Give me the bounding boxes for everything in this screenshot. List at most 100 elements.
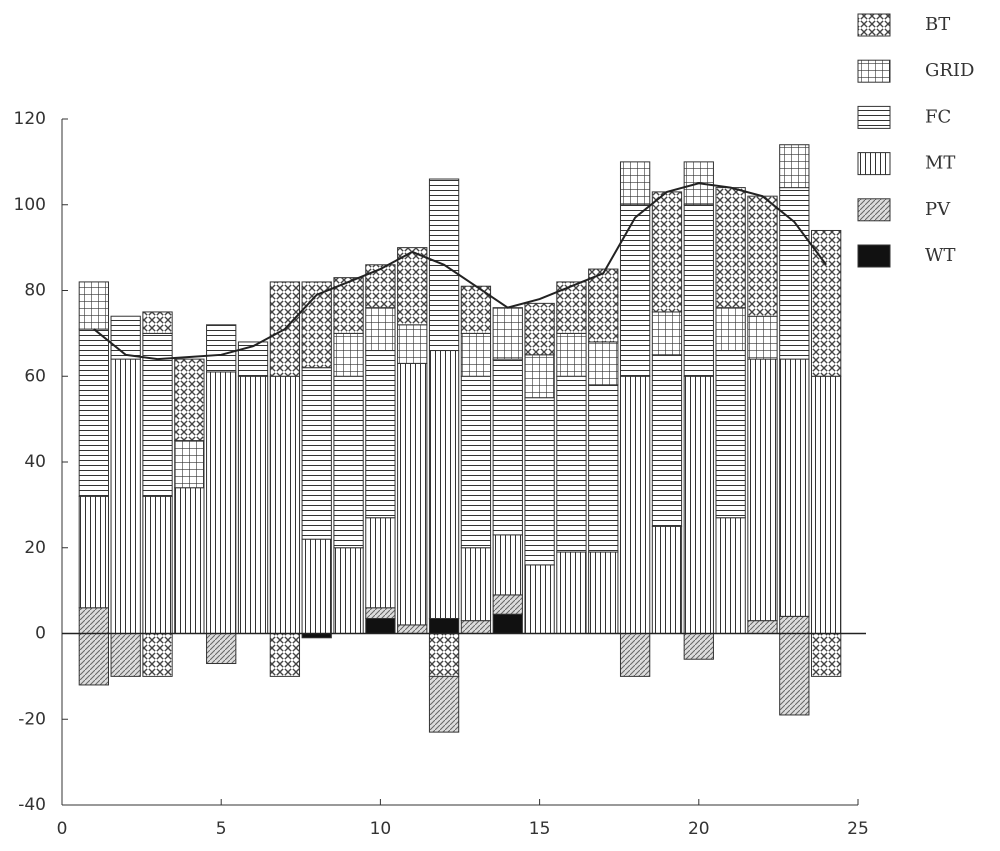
bar-segment: [588, 268, 619, 343]
bar-segment: [747, 315, 778, 360]
y-tick-label: -20: [18, 709, 46, 729]
bar-segment: [78, 281, 109, 330]
bar-segment: [779, 144, 810, 189]
bar-segment: [365, 307, 396, 352]
bar-segment: [78, 328, 109, 497]
x-tick-label: 20: [688, 819, 710, 839]
bar-segment: [142, 332, 173, 497]
bar-segment: [460, 285, 492, 334]
bar-segment: [397, 362, 428, 626]
bar-segment: [365, 607, 396, 619]
bar-segment: [333, 332, 364, 377]
bar-segment-negative: [811, 633, 842, 677]
bar-segment-negative: [428, 675, 460, 733]
bar-segment: [142, 495, 173, 634]
bar-segment: [269, 375, 301, 634]
bar-segment: [556, 551, 587, 634]
bar-segment: [397, 247, 428, 326]
x-tick-label: 5: [216, 819, 227, 839]
bar-segment: [556, 375, 587, 553]
x-tick-label: 10: [370, 819, 392, 839]
bar-segment-negative: [206, 633, 237, 665]
bar-segment: [524, 564, 555, 635]
bar-segment: [301, 538, 332, 634]
x-tick-label: 0: [57, 819, 68, 839]
bar-segment: [492, 307, 523, 360]
x-tick-label: 25: [847, 819, 869, 839]
bar-segment: [524, 302, 555, 356]
y-tick-label: 100: [14, 195, 46, 215]
legend-label: GRID: [925, 60, 974, 81]
bar-segment-negative: [779, 633, 810, 716]
bar-segment: [619, 161, 651, 206]
y-tick-label: 120: [14, 109, 46, 129]
bar-segment: [460, 547, 492, 622]
y-tick-label: 40: [24, 452, 46, 472]
bar-segment: [237, 375, 269, 634]
bar-segment: [747, 195, 778, 317]
bar-segment: [651, 354, 683, 527]
legend-swatch: [857, 198, 891, 222]
bar-segment: [651, 311, 683, 356]
bar-segment: [715, 307, 746, 352]
bar-segment: [206, 324, 237, 373]
bar-segment: [683, 204, 714, 377]
bar-segment: [78, 607, 109, 635]
bar-segment: [428, 350, 460, 619]
bar-segment-negative: [428, 633, 460, 677]
bar-segment-negative: [619, 633, 651, 677]
bar-segment: [142, 311, 173, 334]
bar-segment: [588, 341, 619, 386]
legend-swatch: [857, 105, 891, 129]
bar-segment: [779, 358, 810, 617]
bar-segment: [333, 547, 364, 634]
bar-segment: [588, 384, 619, 553]
bar-segment: [206, 371, 237, 634]
bar-segment: [397, 624, 428, 634]
bar-segment: [365, 517, 396, 609]
bar-segment: [715, 350, 746, 519]
legend-label: FC: [925, 106, 951, 127]
legend-label: MT: [925, 153, 955, 174]
bar-segment: [174, 358, 205, 442]
bar-segment: [397, 324, 428, 364]
load-line: [93, 182, 827, 361]
y-tick-label: 20: [24, 538, 46, 558]
bar-segment: [110, 358, 141, 634]
y-tick-label: 0: [35, 624, 46, 644]
bar-segment: [779, 615, 810, 634]
bar-segment: [651, 191, 683, 313]
legend-swatch: [857, 59, 891, 83]
legend-label: PV: [925, 199, 951, 220]
x-tick-label: 15: [529, 819, 551, 839]
bar-segment: [779, 187, 810, 360]
bar-segment: [619, 375, 651, 634]
bar-segment: [747, 620, 778, 635]
bar-segment: [811, 229, 842, 377]
bar-segment: [365, 617, 396, 635]
bar-segment: [588, 551, 619, 634]
bar-segment: [110, 315, 141, 360]
bar-segment-negative: [269, 633, 301, 677]
y-tick-label: 80: [24, 281, 46, 301]
bar-segment: [619, 204, 651, 377]
bar-segment: [365, 264, 396, 309]
bar-segment: [460, 332, 492, 377]
y-tick-label: 60: [24, 366, 46, 386]
bar-segment: [556, 332, 587, 377]
legend-swatch: [857, 13, 891, 37]
bar-segment: [333, 375, 364, 549]
legend-label: WT: [925, 245, 956, 266]
bar-segment: [651, 525, 683, 634]
bar-segment: [78, 495, 109, 609]
bar-segment: [428, 617, 460, 635]
bar-segment: [492, 613, 523, 634]
bar-segment: [174, 440, 205, 489]
bar-segment: [524, 354, 555, 399]
legend-swatch: [857, 152, 891, 176]
bar-segment: [492, 358, 523, 536]
bar-segment-negative: [78, 633, 109, 686]
bar-segment: [683, 375, 714, 634]
bar-segment: [460, 620, 492, 635]
